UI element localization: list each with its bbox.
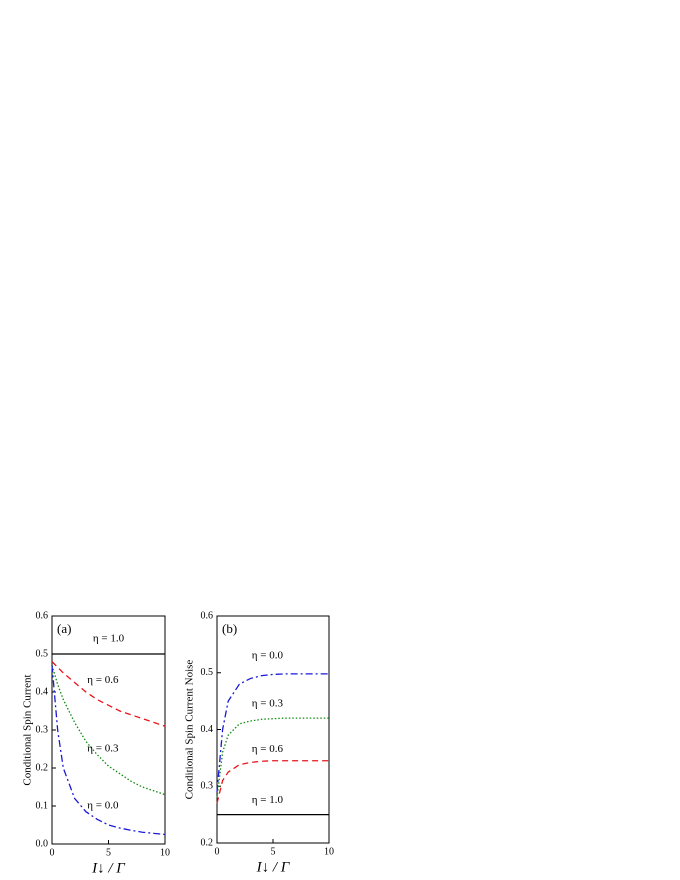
- y-tick-label: 0.2: [201, 837, 214, 848]
- x-tick-label: 5: [106, 847, 111, 858]
- y-tick-label: 0.2: [36, 762, 49, 773]
- y-tick-label: 0.6: [36, 610, 49, 621]
- y-tick-label: 0.4: [36, 686, 49, 697]
- y-tick-label: 0.5: [36, 648, 49, 659]
- x-axis-label: I↓ / Γ: [91, 860, 126, 876]
- y-tick-label: 0.6: [201, 610, 214, 621]
- series-label: η = 0.6: [252, 743, 284, 755]
- series-label: η = 1.0: [252, 794, 284, 806]
- series-line: [216, 760, 329, 804]
- x-tick-label: 10: [160, 847, 170, 858]
- x-tick-label: 10: [324, 846, 334, 857]
- y-tick-label: 0.0: [36, 838, 49, 849]
- series-label: η = 0.0: [252, 649, 284, 661]
- y-tick-label: 0.1: [36, 800, 49, 811]
- x-tick-label: 0: [50, 847, 55, 858]
- x-tick-label: 0: [215, 846, 220, 857]
- series-line: [51, 665, 166, 796]
- x-axis-label: I↓ / Γ: [256, 859, 291, 875]
- series-line: [51, 665, 166, 836]
- x-tick-label: 5: [271, 846, 276, 857]
- series-label: η = 0.0: [87, 800, 119, 812]
- panel-label: (a): [57, 621, 71, 636]
- series-line: [216, 717, 329, 798]
- series-line: [216, 673, 329, 792]
- y-tick-label: 0.3: [201, 781, 214, 792]
- series-label: η = 0.6: [87, 674, 119, 686]
- series-line: [51, 661, 166, 727]
- series-label: η = 0.3: [87, 743, 119, 755]
- series-label: η = 1.0: [93, 632, 125, 644]
- y-axis-label: Conditional Spin Current Noise: [184, 660, 196, 800]
- panel-label: (b): [222, 621, 237, 636]
- y-tick-label: 0.3: [36, 724, 49, 735]
- y-axis-label: Conditional Spin Current: [22, 674, 34, 785]
- y-tick-label: 0.4: [201, 724, 214, 735]
- y-tick-label: 0.5: [201, 667, 214, 678]
- series-label: η = 0.3: [252, 697, 284, 709]
